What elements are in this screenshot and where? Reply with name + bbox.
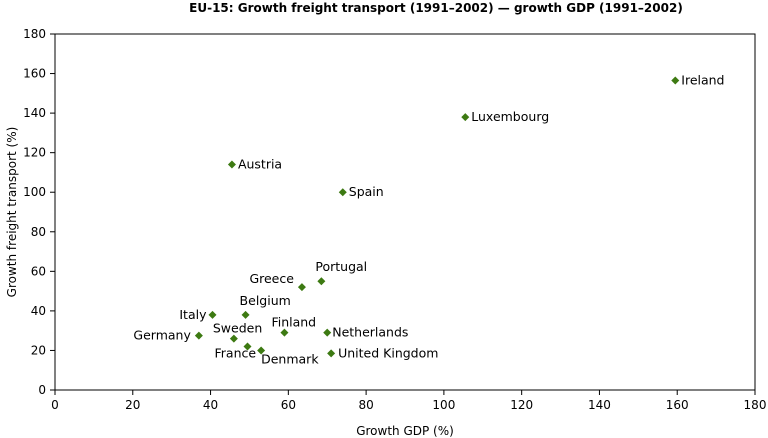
data-point-marker [338,188,347,197]
y-tick-label: 40 [31,304,46,318]
data-point-marker [327,349,336,358]
y-tick-label: 180 [23,27,46,41]
data-point-label: Netherlands [332,325,408,340]
data-point-label: Italy [179,307,207,322]
y-tick-label: 60 [31,264,46,278]
x-tick-label: 140 [588,398,611,412]
data-points: Ireland Luxembourg Austria Spain Portugal Gre… [133,72,724,366]
x-tick-label: 120 [510,398,533,412]
x-tick-label: 60 [281,398,296,412]
data-point-marker [194,331,203,340]
data-point-label: Austria [238,157,282,172]
data-point-marker [317,277,326,286]
y-tick-label: 20 [31,343,46,357]
data-point-label: Finland [271,315,316,330]
y-tick-label: 140 [23,106,46,120]
data-point-label: Spain [349,184,384,199]
y-tick-label: 120 [23,146,46,160]
data-point-marker [461,113,470,122]
data-point-marker [227,160,236,169]
data-point-marker [297,283,306,292]
data-point-marker [229,334,238,343]
x-tick-label: 160 [666,398,689,412]
x-axis-label: Growth GDP (%) [356,424,454,438]
data-point-label: Ireland [681,72,724,87]
data-point-marker [323,328,332,337]
data-point-label: Denmark [261,351,319,366]
data-point-label: Greece [249,271,294,286]
data-point-marker [208,310,217,319]
data-point-marker [280,328,289,337]
data-point-marker [257,346,266,355]
y-tick-label: 0 [38,383,46,397]
x-tick-label: 40 [203,398,218,412]
x-tick-label: 20 [125,398,140,412]
y-tick-label: 80 [31,225,46,239]
y-axis-label: Growth freight transport (%) [5,127,19,298]
x-tick-label: 180 [744,398,767,412]
y-tick-label: 100 [23,185,46,199]
data-point-label: Germany [133,328,191,343]
x-tick-label: 0 [51,398,59,412]
data-point-label: Portugal [315,259,367,274]
data-point-label: Luxembourg [471,109,549,124]
y-axis: 0 20 40 60 80 100 120 140 160 180 [23,27,55,397]
data-point-marker [243,342,252,351]
data-point-label: United Kingdom [338,345,438,360]
data-point-label: Sweden [213,321,262,336]
data-point-label: Belgium [240,293,291,308]
x-axis: 0 20 40 60 80 100 120 140 160 180 [51,390,766,412]
chart-title: EU-15: Growth freight transport (1991–20… [189,1,683,15]
x-tick-label: 100 [432,398,455,412]
x-tick-label: 80 [358,398,373,412]
data-point-label: France [215,345,257,360]
data-point-marker [671,76,680,85]
y-tick-label: 160 [23,67,46,81]
data-point-marker [241,310,250,319]
plot-frame [54,33,756,391]
